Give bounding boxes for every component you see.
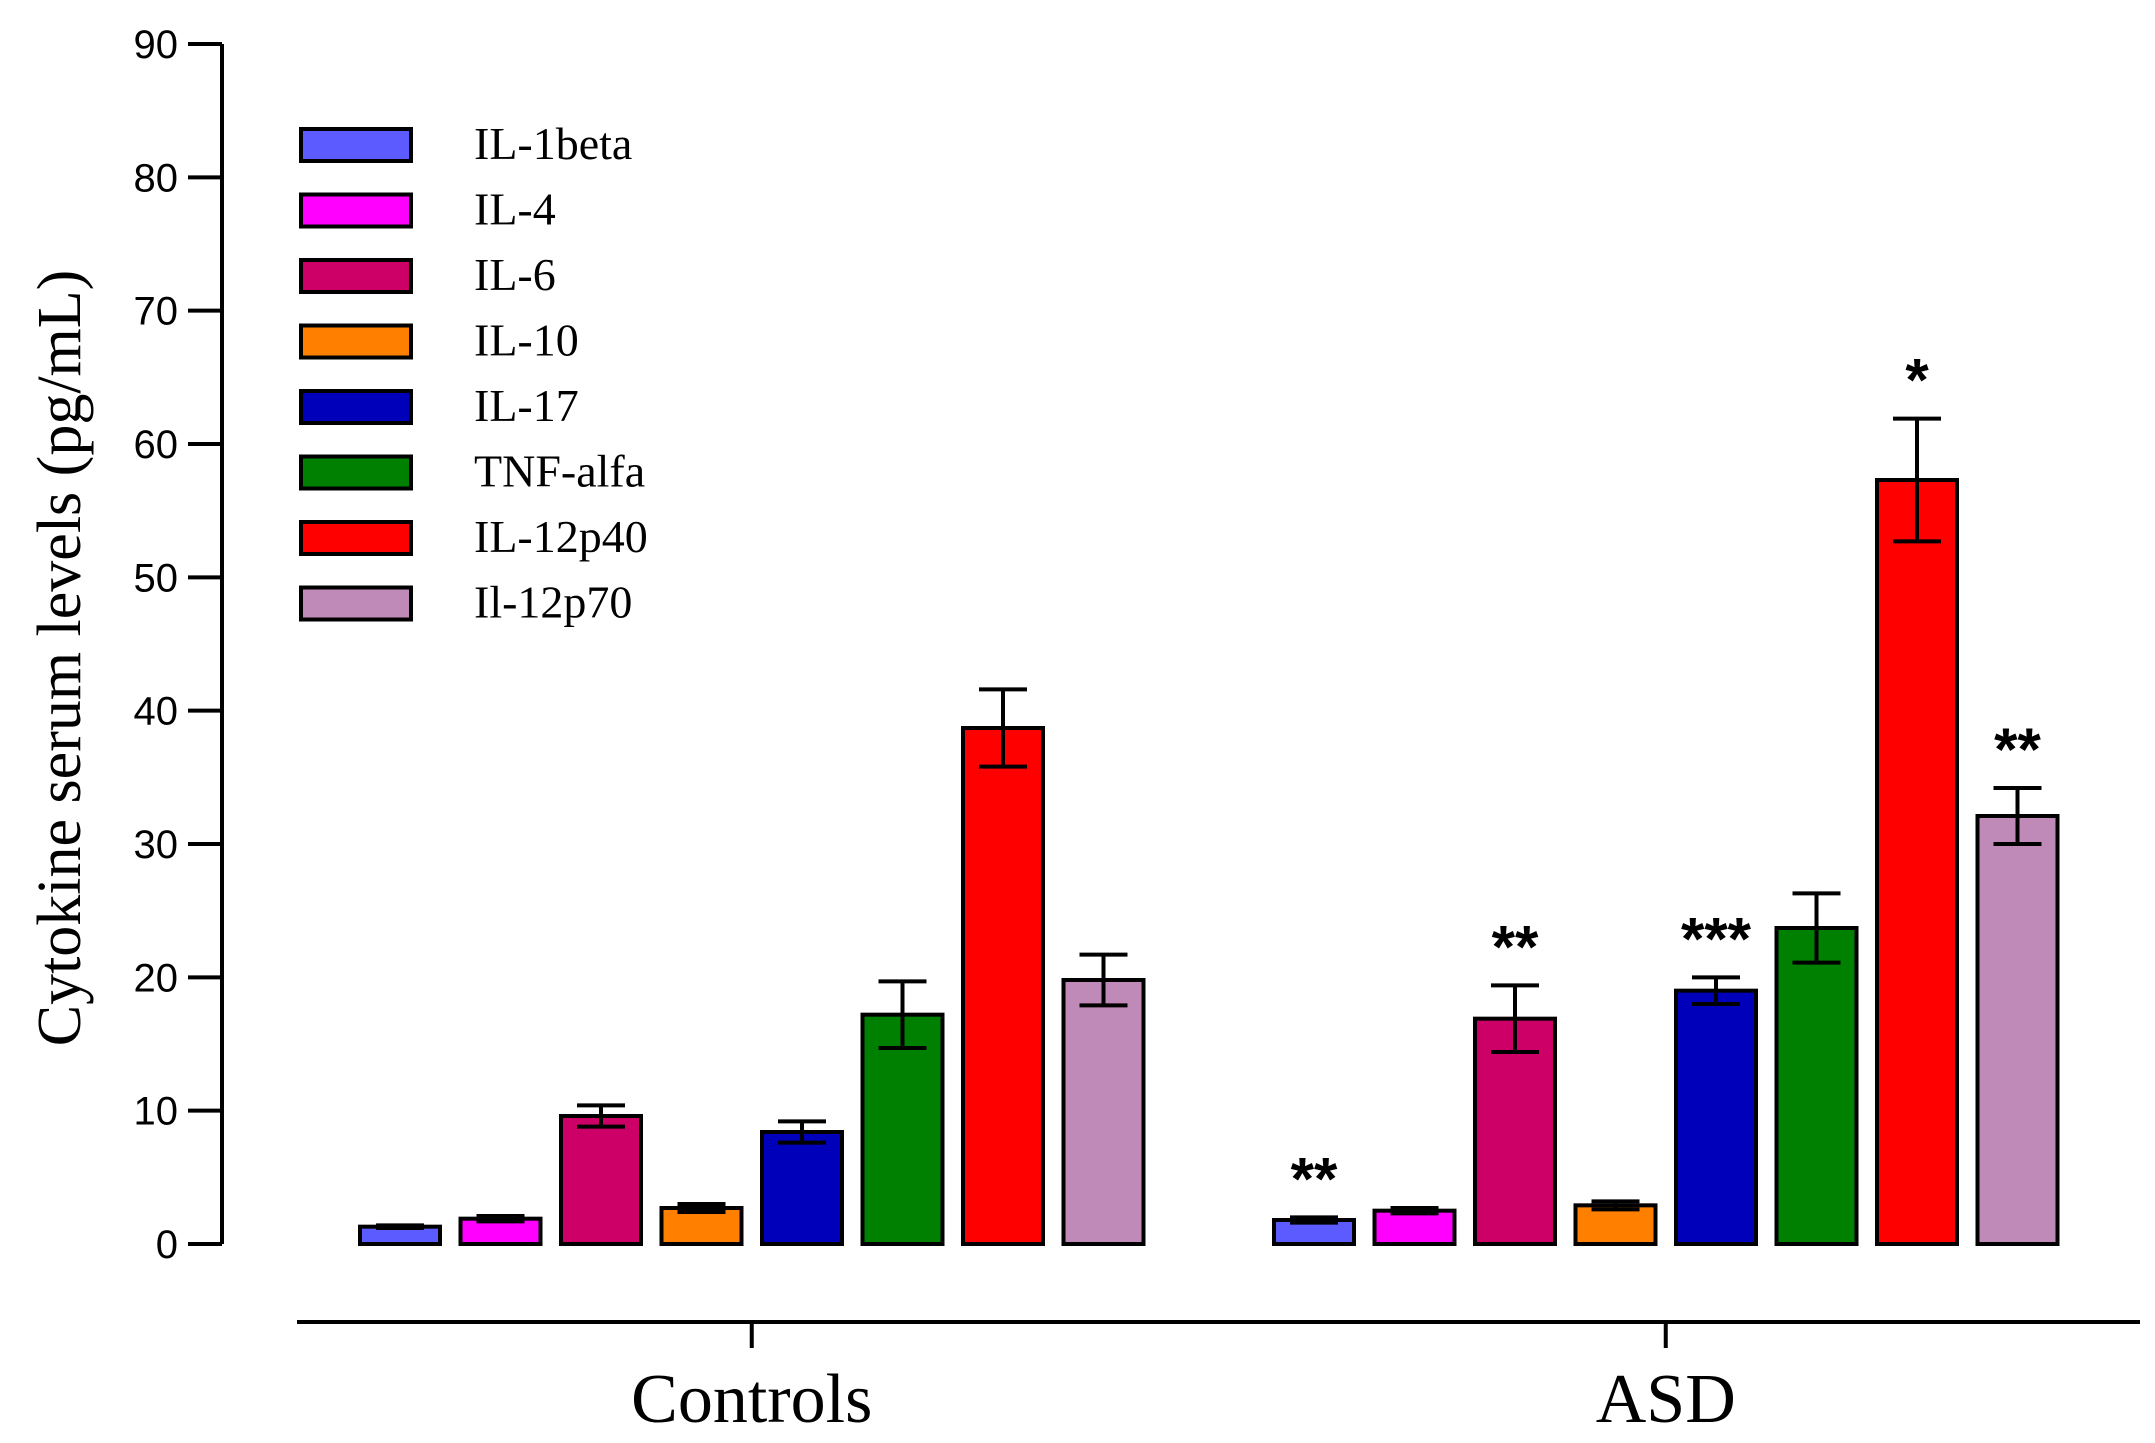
- legend-label: Il-12p70: [474, 577, 632, 628]
- legend-label: IL-1beta: [474, 118, 632, 169]
- bar: [1372, 1208, 1457, 1246]
- bar: [1875, 478, 1959, 1246]
- x-category-label: ASD: [1596, 1361, 1736, 1438]
- bar: [1573, 1203, 1658, 1247]
- legend-swatch: [299, 454, 413, 491]
- y-tick-label: 10: [134, 1090, 179, 1134]
- legend-label: TNF-alfa: [474, 446, 645, 497]
- y-tick-label: 50: [134, 556, 179, 600]
- bar: [760, 1130, 844, 1246]
- legend-swatch: [299, 389, 413, 425]
- y-tick-label: 60: [134, 423, 179, 467]
- y-axis-title: Cytokine serum levels (pg/mL): [26, 270, 94, 1047]
- significance-label: **: [1994, 716, 2041, 783]
- significance-label: ***: [1681, 905, 1752, 972]
- bar: [1774, 926, 1859, 1246]
- bar: [559, 1114, 643, 1246]
- y-tick-label: 30: [134, 823, 179, 867]
- bar: [860, 1012, 945, 1247]
- legend-label: IL-4: [474, 184, 556, 235]
- bar: [1272, 1218, 1356, 1246]
- significance-label: **: [1291, 1145, 1338, 1212]
- legend-label: IL-6: [474, 249, 556, 300]
- legend-swatch: [299, 585, 413, 622]
- y-tick-label: 40: [134, 690, 179, 734]
- legend-label: IL-10: [474, 315, 579, 366]
- legend-swatch: [299, 323, 413, 360]
- legend-swatch: [299, 192, 413, 229]
- y-tick-label: 70: [134, 290, 179, 334]
- legend-swatch: [299, 127, 413, 163]
- y-tick-label: 0: [156, 1223, 178, 1267]
- y-tick-label: 80: [134, 156, 179, 200]
- bar: [961, 726, 1045, 1246]
- y-tick-label: 90: [134, 23, 179, 67]
- significance-label: **: [1492, 913, 1539, 980]
- legend-swatch: [299, 258, 413, 294]
- significance-label: *: [1905, 347, 1929, 414]
- x-category-label: Controls: [631, 1361, 872, 1438]
- bar: [1061, 978, 1146, 1246]
- y-tick-label: 20: [134, 956, 179, 1000]
- bar: [1674, 988, 1758, 1247]
- legend-label: IL-17: [474, 380, 579, 431]
- bar: [1975, 814, 2060, 1246]
- legend-swatch: [299, 520, 413, 556]
- legend-label: IL-12p40: [474, 511, 648, 562]
